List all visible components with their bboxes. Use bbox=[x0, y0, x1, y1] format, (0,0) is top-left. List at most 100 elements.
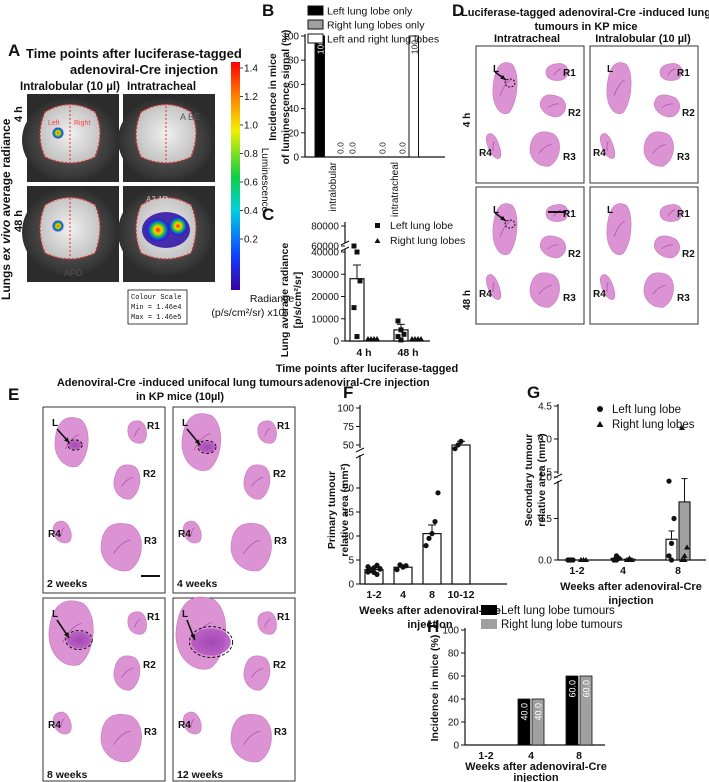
y-tick-label: 80 bbox=[288, 56, 300, 67]
legend-label: Left lung lobe only bbox=[327, 6, 413, 18]
lobe-label: R2 bbox=[143, 660, 156, 671]
data-point bbox=[418, 336, 424, 341]
panel-e-title-line2: in KP mice (10µl) bbox=[136, 391, 224, 403]
panel-letter: E bbox=[8, 385, 19, 404]
y-tick-label: 10000 bbox=[311, 314, 339, 325]
histology-vessel bbox=[613, 220, 625, 237]
tile-caption: 12 weeks bbox=[177, 769, 223, 781]
panel-d-title-line1: Luciferase-tagged adenoviral-Cre -induce… bbox=[461, 7, 709, 19]
histology-vessel bbox=[190, 527, 195, 537]
y-axis-label: [p/s/cm²/sr] bbox=[292, 272, 304, 329]
data-point bbox=[374, 336, 380, 341]
tumour bbox=[66, 631, 92, 649]
y-tick-label: 0.5 bbox=[538, 514, 552, 525]
lobe-label: R3 bbox=[144, 536, 157, 547]
lung-lobe-r4 bbox=[600, 274, 616, 300]
x-tick-label: intratracheal bbox=[390, 162, 401, 217]
x-tick-label: 1-2 bbox=[366, 589, 381, 601]
y-axis-label: Incidence in mice bbox=[267, 53, 279, 141]
legend-label: Left lung lobe bbox=[612, 404, 681, 416]
histology-vessel bbox=[113, 730, 131, 745]
legend-marker bbox=[374, 238, 381, 243]
axis-break bbox=[355, 453, 365, 459]
colorbar-unit: (p/s/cm²/sr) x10⁵ bbox=[211, 307, 288, 319]
legend-marker bbox=[375, 223, 380, 228]
y-tick-label: 0 bbox=[453, 741, 459, 752]
bar bbox=[517, 698, 531, 746]
y-axis-label: Primary tumour bbox=[326, 471, 338, 549]
lung-lobe-r2 bbox=[113, 655, 141, 691]
data-point bbox=[398, 327, 404, 333]
x-axis-label: Weeks after adenoviral-Cre bbox=[465, 761, 607, 773]
panel-letter: F bbox=[343, 383, 353, 402]
axis-break bbox=[340, 246, 350, 252]
tumour-outline bbox=[504, 219, 516, 229]
data-point bbox=[611, 557, 617, 563]
data-label: 0.0 bbox=[347, 142, 357, 154]
legend-label: Right lung lobes bbox=[612, 419, 695, 431]
image-tag: Right bbox=[74, 120, 90, 127]
panel-a-title-line2: adenoviral-Cre injection bbox=[70, 62, 218, 77]
x-axis-label: Weeks after adenoviral-Cre bbox=[359, 605, 501, 617]
ivis-image-intratracheal-4h: A BE bbox=[118, 94, 215, 182]
histology-vessel bbox=[492, 141, 495, 151]
tile-caption: 4 weeks bbox=[177, 578, 217, 590]
lung-lobe-r2 bbox=[539, 94, 566, 118]
data-label: 0.0 bbox=[397, 142, 407, 154]
y-tick-label: 80000 bbox=[311, 222, 339, 233]
x-axis-label: injection bbox=[608, 595, 654, 607]
lobe-label: R2 bbox=[568, 249, 581, 260]
histology-vessel bbox=[606, 282, 609, 292]
lobe-label: R1 bbox=[677, 68, 690, 79]
x-tick-label: 8 bbox=[429, 589, 435, 601]
y-tick-label: 40 bbox=[448, 695, 460, 706]
tumour-arrowhead bbox=[500, 215, 506, 221]
x-tick-label: 8 bbox=[675, 565, 681, 577]
lung-lobe-r1 bbox=[127, 420, 147, 444]
histology-vessel bbox=[264, 618, 271, 628]
lobe-label: R3 bbox=[274, 536, 287, 547]
lung-lobe-r3 bbox=[100, 714, 142, 763]
data-point bbox=[580, 557, 587, 562]
lung-lobe-left bbox=[606, 62, 632, 114]
histology-vessel bbox=[134, 427, 141, 437]
histology-vessel bbox=[121, 477, 134, 487]
data-point bbox=[354, 249, 360, 255]
y-axis-label: relative area (mm²) bbox=[536, 433, 548, 526]
data-point bbox=[371, 569, 377, 576]
data-point bbox=[365, 564, 371, 570]
y-axis-label: of luminescence signal (%) bbox=[280, 30, 292, 165]
data-label: 100 bbox=[409, 40, 419, 54]
lobe-label: R2 bbox=[682, 249, 695, 260]
data-label: 40.0 bbox=[520, 703, 530, 721]
lung-lobe-r2 bbox=[539, 235, 566, 259]
tumour-outline bbox=[65, 630, 93, 650]
axis-break bbox=[355, 447, 365, 453]
y-tick-label: 5 bbox=[348, 556, 354, 567]
colorbar-tick-label: 0.8 bbox=[244, 149, 258, 160]
data-point bbox=[681, 552, 688, 558]
lung-lobe-r4 bbox=[183, 711, 202, 735]
lobe-label: R2 bbox=[273, 660, 286, 671]
row-label-4h: 4 h bbox=[462, 113, 473, 127]
tumour-outline bbox=[67, 439, 83, 451]
lobe-label: R4 bbox=[593, 148, 606, 159]
lobe-label: L bbox=[182, 418, 188, 429]
image-tag: A2 1R bbox=[146, 195, 168, 204]
histology-vessel bbox=[538, 285, 552, 295]
y-tick-label: 60 bbox=[288, 80, 300, 91]
panel-d: D Luciferase-tagged adenoviral-Cre -indu… bbox=[452, 1, 709, 325]
data-point bbox=[357, 278, 363, 284]
panel-letter: H bbox=[427, 617, 439, 636]
lung-lobe-r4 bbox=[53, 711, 72, 735]
ivis-image-intralobular-4h: Left Right bbox=[22, 94, 119, 182]
data-label: 40.0 bbox=[534, 703, 544, 721]
legend-marker bbox=[597, 406, 603, 412]
data-point bbox=[567, 557, 574, 563]
lobe-label: R4 bbox=[479, 148, 492, 159]
y-tick-label: 100 bbox=[442, 626, 459, 637]
data-point bbox=[426, 535, 432, 542]
histology-tile: L R1 R2 R3 R4 12 weeks bbox=[172, 596, 296, 782]
